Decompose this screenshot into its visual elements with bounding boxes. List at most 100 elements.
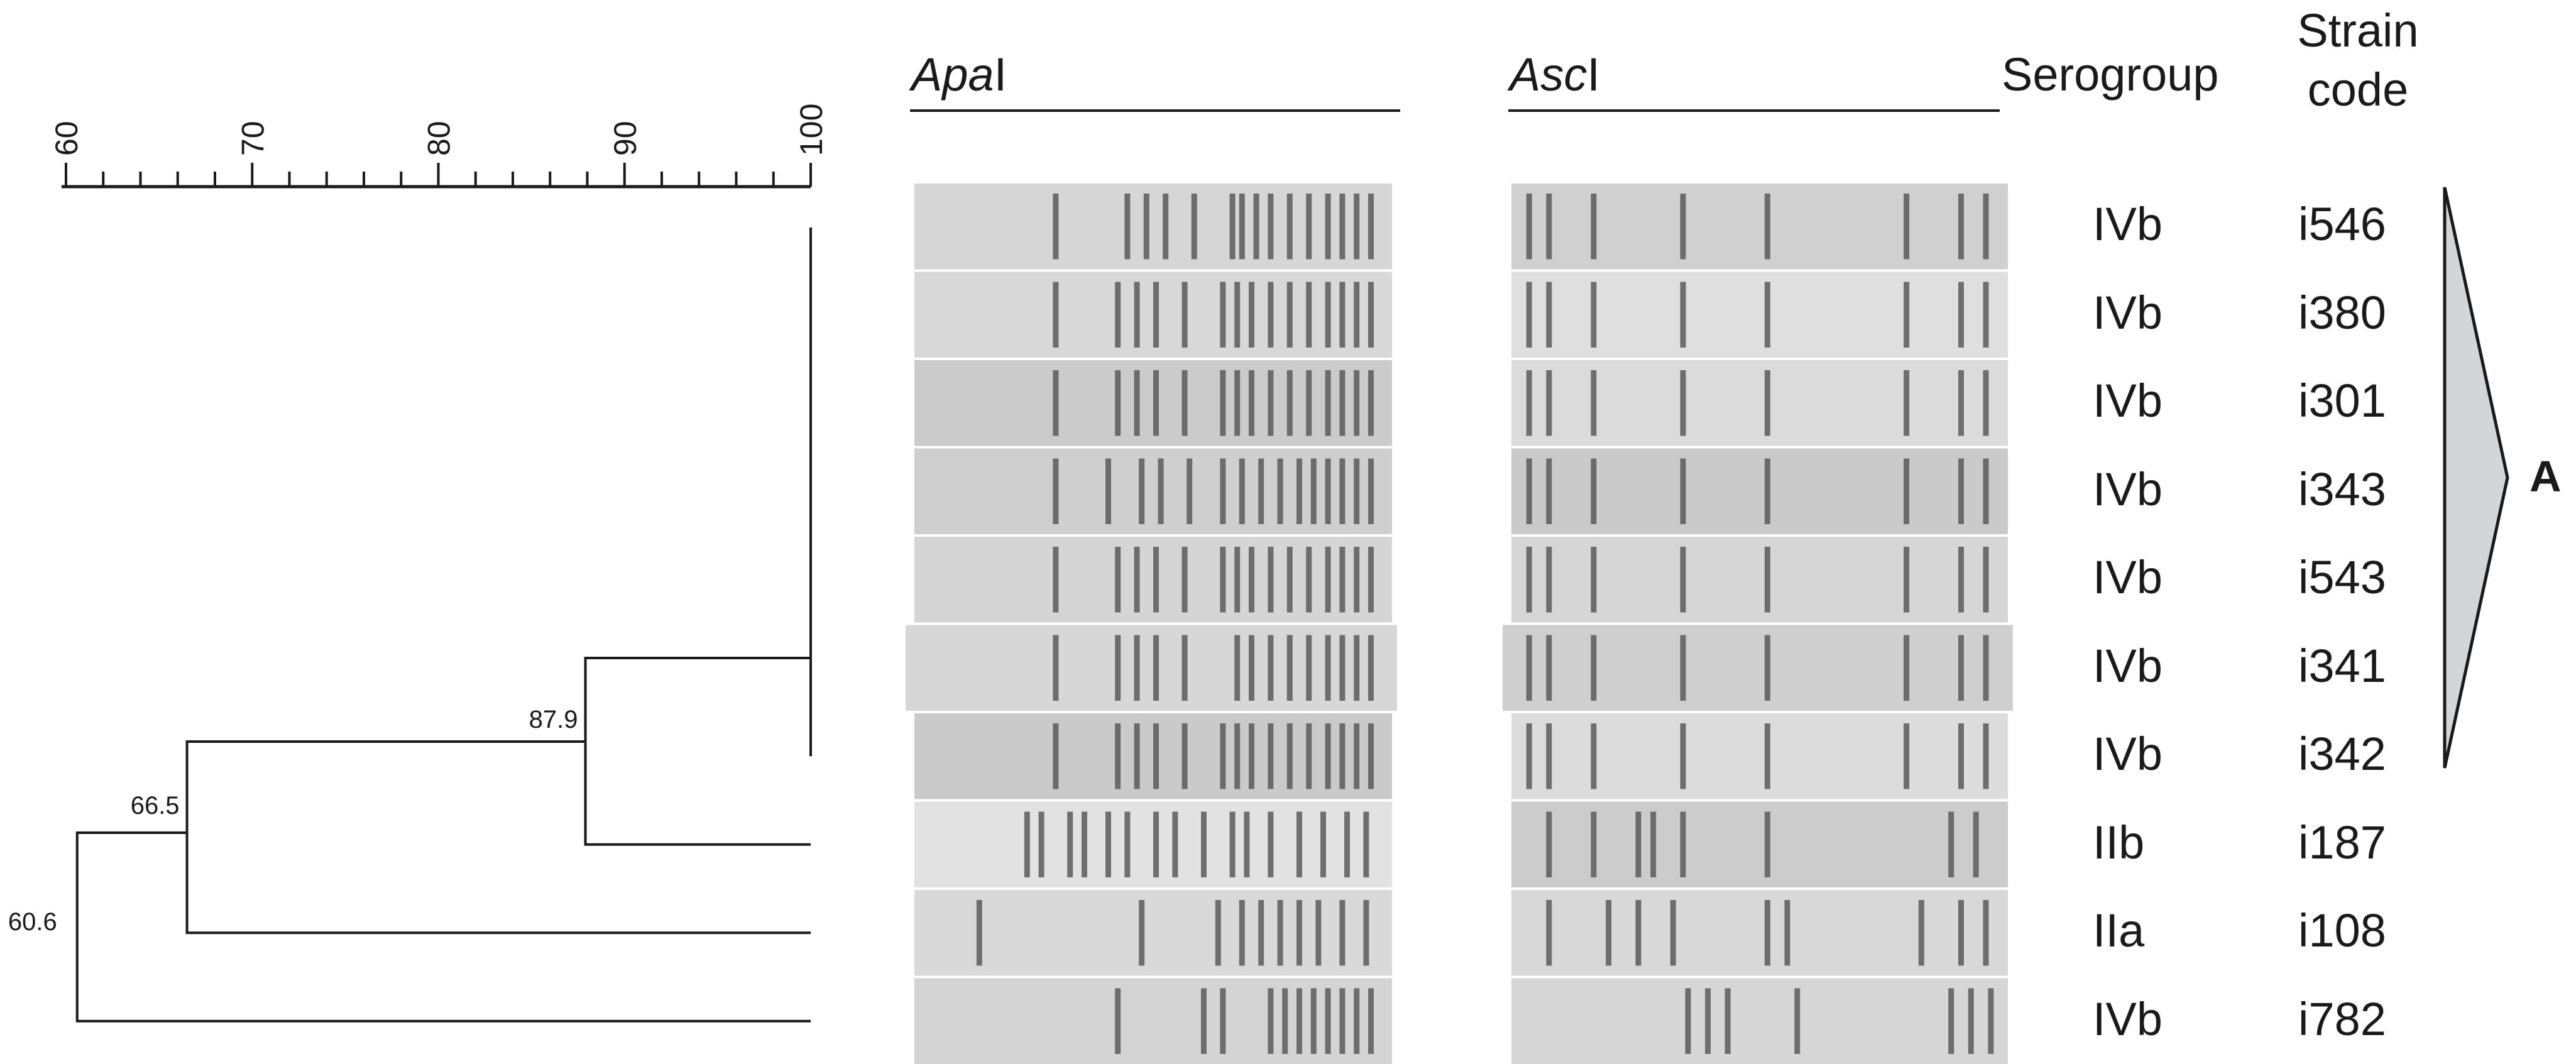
gel-band	[1339, 723, 1346, 789]
header-serogroup: Serogroup	[2002, 48, 2219, 101]
gel-lane	[914, 184, 1392, 270]
gel-band	[1685, 988, 1691, 1054]
gel-band	[1325, 194, 1331, 260]
gel-band	[1306, 194, 1312, 260]
gel-band	[1526, 194, 1532, 260]
gel-band	[1124, 811, 1131, 877]
scale-tick-label: 100	[794, 104, 829, 156]
gel-band	[1958, 723, 1964, 789]
gel-lane	[906, 625, 1397, 711]
gel-band	[1153, 635, 1159, 701]
gel-band	[1546, 194, 1552, 260]
gel-band	[1526, 723, 1532, 789]
gel-lane	[1511, 801, 2008, 887]
gel-band	[1591, 458, 1597, 524]
gel-band	[1143, 194, 1149, 260]
gel-band	[1282, 988, 1288, 1054]
gel-band	[1354, 194, 1360, 260]
gel-band	[1764, 635, 1770, 701]
gel-band	[1229, 811, 1236, 877]
strain-code-label: i341	[2298, 639, 2386, 692]
gel-band	[1268, 370, 1274, 436]
gel-band	[1344, 811, 1350, 877]
gel-band	[1105, 458, 1111, 524]
gel-band	[1325, 723, 1331, 789]
gel-band	[1268, 547, 1274, 613]
cluster-a-wedge	[2443, 187, 2509, 769]
gel-band	[1053, 635, 1059, 701]
gel-band	[1181, 723, 1188, 789]
scale-tick-label: 80	[422, 121, 457, 156]
header-strain-line2: code	[2307, 63, 2409, 116]
gel-band	[1526, 282, 1532, 348]
header-apai-italic: Apa	[911, 48, 994, 101]
gel-band	[1591, 547, 1597, 613]
serogroup-label: IVb	[2093, 728, 2163, 781]
gel-band	[1053, 723, 1059, 789]
gel-band	[1904, 370, 1910, 436]
gel-band	[1983, 547, 1989, 613]
gel-band	[1368, 194, 1374, 260]
gel-band	[1258, 458, 1264, 524]
gel-band	[1325, 458, 1331, 524]
gel-lane	[914, 448, 1392, 534]
gel-band	[1296, 458, 1302, 524]
similarity-scale: 60 70 80 90 100	[49, 104, 829, 189]
gel-band	[1124, 194, 1131, 260]
gel-band	[1315, 900, 1322, 966]
gel-lane	[1503, 625, 2013, 711]
gel-band	[1705, 988, 1711, 1054]
gel-band	[1181, 370, 1188, 436]
gel-band	[1635, 900, 1642, 966]
gel-band	[1158, 458, 1164, 524]
gel-band	[1286, 635, 1293, 701]
gel-band	[1339, 458, 1346, 524]
gel-band	[1220, 458, 1226, 524]
gel-band	[1958, 282, 1964, 348]
gel-band	[1244, 811, 1250, 877]
gel-band	[1172, 811, 1178, 877]
gel-band	[1239, 900, 1245, 966]
gel-band	[1234, 282, 1241, 348]
gel-band	[1958, 194, 1964, 260]
gel-band	[1220, 370, 1226, 436]
gel-band	[976, 900, 982, 966]
gel-band	[1286, 370, 1293, 436]
gel-band	[1310, 458, 1317, 524]
serogroup-label: IIa	[2093, 904, 2145, 957]
gel-lane	[1511, 978, 2008, 1064]
gel-band	[1968, 988, 1974, 1054]
gel-band	[1201, 988, 1207, 1054]
gel-band	[1650, 811, 1657, 877]
serogroup-label: IVb	[2093, 286, 2163, 339]
gel-band	[1546, 723, 1552, 789]
cluster-bracket	[2443, 187, 2509, 769]
gel-band	[1591, 635, 1597, 701]
strain-code-label: i342	[2298, 728, 2386, 781]
gel-band	[1181, 547, 1188, 613]
gel-band	[1115, 723, 1121, 789]
gel-band	[1948, 988, 1954, 1054]
gel-lane	[1511, 184, 2008, 270]
gel-band	[1904, 194, 1910, 260]
gel-band	[1368, 547, 1374, 613]
gel-band	[1153, 370, 1159, 436]
gel-band	[1339, 635, 1346, 701]
gel-band	[1680, 547, 1686, 613]
gel-band	[1024, 811, 1030, 877]
strain-code-label: i782	[2298, 992, 2386, 1045]
gel-band	[1234, 547, 1241, 613]
strain-code-label: i543	[2298, 551, 2386, 604]
gel-band	[1191, 194, 1197, 260]
gel-band	[1764, 811, 1770, 877]
gel-band	[1724, 988, 1731, 1054]
serogroup-label: IVb	[2093, 198, 2163, 251]
gel-band	[1325, 988, 1331, 1054]
gel-band	[1306, 282, 1312, 348]
serogroup-label: IVb	[2093, 463, 2163, 515]
gel-band	[1286, 194, 1293, 260]
gel-band	[1139, 900, 1145, 966]
gel-band	[1368, 988, 1374, 1054]
gel-band	[1546, 458, 1552, 524]
